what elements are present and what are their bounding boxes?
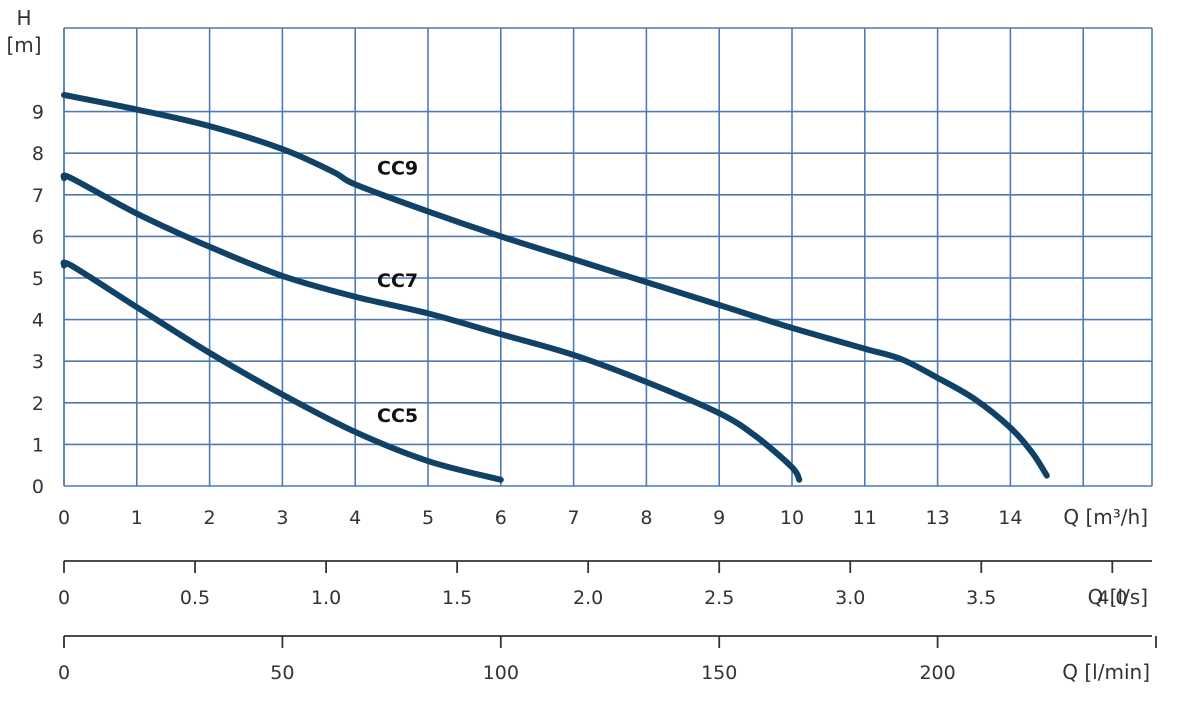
x-tick-label-lmin: 150 [701,662,737,684]
x-tick-label-m3h: 7 [568,507,580,529]
y-tick-label: 2 [32,393,44,415]
series-label-cc7: CC7 [377,270,418,292]
x-tick-label-m3h: 0 [58,507,70,529]
grid [63,27,1153,487]
x-tick-label-m3h: 10 [780,507,804,529]
series-cc9-line [61,91,1050,479]
x-tick-label-lmin: 100 [483,662,519,684]
x-tick-label-m3h: 9 [713,507,725,529]
x-axis-label-lmin: Q [l/min] [1062,660,1150,684]
x-tick-label-m3h: 8 [640,507,652,529]
curves [60,91,1050,483]
y-tick-label: 0 [32,476,44,498]
x-tick-label-ls: 0.5 [180,587,210,609]
x-axis-label-m3h: Q [m³/h] [1063,505,1148,529]
x-tick-label-m3h: 4 [349,507,361,529]
x-tick-label-m3h: 11 [853,507,877,529]
series-cc5-line [60,259,504,483]
y-axis-unit: [m] [6,33,41,57]
x-tick-label-ls: 1.5 [442,587,472,609]
x-tick-label-m3h: 6 [495,507,507,529]
y-tick-label: 5 [32,268,44,290]
x-tick-label-lmin: 0 [58,662,70,684]
x-tick-label-m3h: 1 [131,507,143,529]
x-tick-label-ls: 2.0 [573,587,603,609]
series-label-cc5: CC5 [377,405,418,427]
x-tick-label-ls: 3.5 [966,587,996,609]
y-axis-label: H [16,6,31,30]
x-tick-label-lmin: 50 [270,662,294,684]
x-tick-label-m3h: 3 [276,507,288,529]
series-cc7-line [60,172,803,483]
x-tick-label-m3h: 5 [422,507,434,529]
x-tick-label-ls: 3.0 [835,587,865,609]
y-tick-label: 9 [32,102,44,124]
y-tick-label: 7 [32,185,44,207]
x-tick-label-ls: 2.5 [704,587,734,609]
x-tick-label-m3h: 14 [998,507,1022,529]
y-tick-label: 4 [32,310,44,332]
x-tick-label-m3h: 13 [926,507,950,529]
x-tick-label-ls: 0 [58,587,70,609]
y-tick-label: 3 [32,351,44,373]
series-label-cc9: CC9 [377,157,418,179]
y-tick-label: 8 [32,143,44,165]
x-axes: 0 1 2 3 4 5 6 7 8 9 10 11 13 14 Q [m³/h] 0 0.5 1.0 1.5 2.0 2… [58,505,1157,684]
y-tick-label: 6 [32,226,44,248]
y-tick-label: 1 [32,434,44,456]
x-tick-label-ls: 1.0 [311,587,341,609]
x-tick-label-lmin: 200 [919,662,955,684]
y-axis: H [m] 0 1 2 3 4 5 6 7 8 9 [6,6,44,498]
x-tick-label-m3h: 2 [204,507,216,529]
x-axis-label-ls: Q [l/s] [1088,585,1148,609]
curve-labels: CC9 CC7 CC5 [377,157,418,427]
x-tick-label-ls: 4.0 [1097,587,1127,609]
